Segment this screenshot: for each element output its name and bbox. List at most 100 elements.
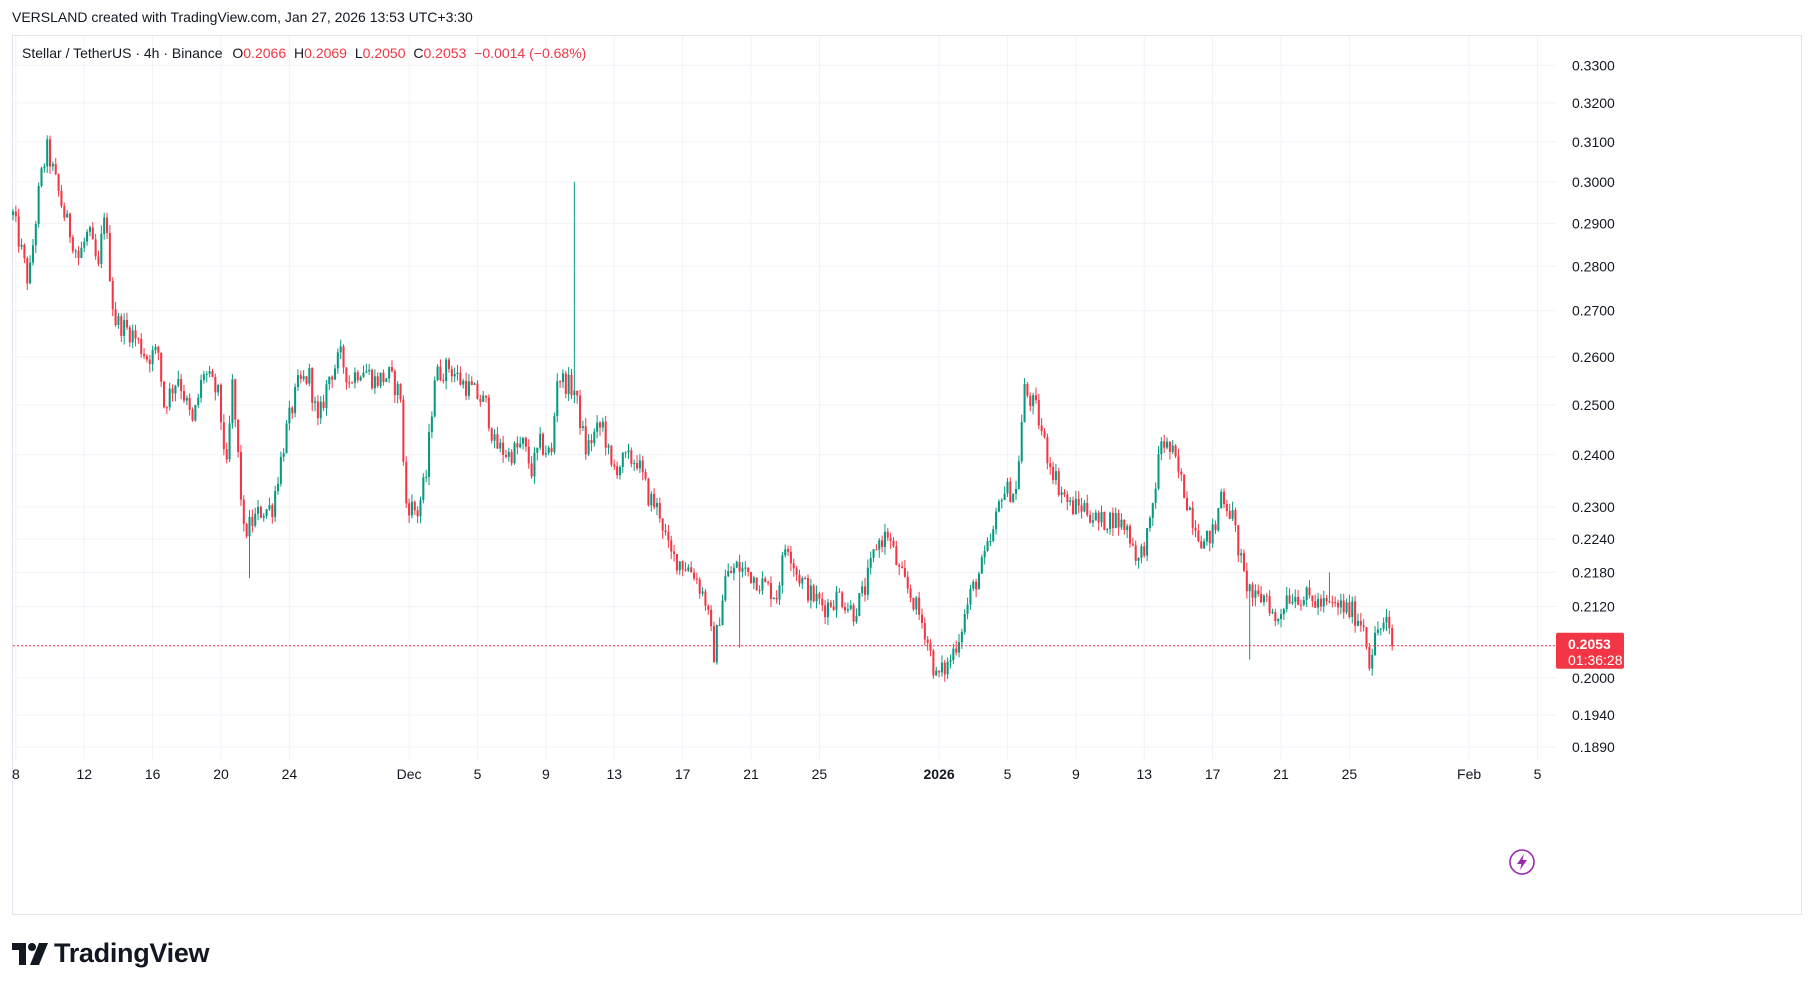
candle-body <box>938 670 941 673</box>
candle-body <box>761 578 764 591</box>
candle <box>718 617 721 626</box>
candle <box>274 485 277 522</box>
candle <box>425 469 428 483</box>
candle-body <box>610 445 613 465</box>
candle <box>111 277 114 317</box>
candle <box>1245 562 1248 599</box>
price-axis[interactable]: 0.3300 0.3200 0.3100 0.3000 0.2900 0.2800 0.27… <box>1572 57 1615 755</box>
candle <box>333 364 337 380</box>
time-tick-label: 13 <box>1136 766 1152 782</box>
candle <box>821 592 824 612</box>
candle <box>1282 607 1285 620</box>
candle <box>926 636 929 651</box>
candle <box>596 414 599 439</box>
candle-body <box>1345 602 1348 613</box>
candle-body <box>405 461 408 504</box>
candle <box>103 212 106 240</box>
candle-body <box>305 376 308 384</box>
candle <box>1348 594 1351 619</box>
candle <box>524 436 527 452</box>
candle-body <box>86 231 89 242</box>
candle <box>1029 392 1032 412</box>
candle-body <box>1049 463 1052 468</box>
candle-body <box>664 530 667 533</box>
time-tick-label: 12 <box>76 766 92 782</box>
candle-body <box>1012 493 1015 502</box>
candle <box>339 339 342 359</box>
price-tick-label: 0.2900 <box>1572 215 1615 231</box>
candle <box>929 639 932 657</box>
candle <box>861 580 864 597</box>
candle <box>1089 510 1092 524</box>
candle-body <box>1305 587 1308 601</box>
candle <box>100 225 103 269</box>
candle-body <box>14 211 17 217</box>
candle <box>396 381 399 404</box>
candle-body <box>949 660 952 662</box>
candle <box>838 588 841 593</box>
symbol-legend[interactable]: Stellar / TetherUS · 4h · Binance O0.206… <box>22 45 586 61</box>
candle-body <box>1194 527 1197 531</box>
candle-body <box>1020 421 1023 462</box>
candle <box>1074 490 1077 515</box>
candle <box>365 363 368 374</box>
candle-body <box>1240 553 1243 556</box>
candle-body <box>108 232 111 282</box>
candle <box>29 255 32 285</box>
candle <box>57 173 60 197</box>
candle-body <box>812 585 815 602</box>
candle <box>661 518 664 539</box>
candle <box>812 583 815 603</box>
candle <box>242 495 245 532</box>
candle-body <box>308 368 311 384</box>
candle-body <box>892 540 895 547</box>
candle <box>456 364 459 381</box>
lightning-bolt-icon[interactable] <box>1509 849 1535 875</box>
candle <box>348 375 351 389</box>
candle-body <box>239 451 242 500</box>
candle-body <box>1071 500 1075 515</box>
candle-body <box>143 353 146 357</box>
candle-body <box>727 571 730 577</box>
chart-frame[interactable] <box>12 35 1802 915</box>
candle-body <box>1208 530 1211 544</box>
candle <box>91 222 94 240</box>
candle <box>522 436 525 450</box>
candle-body <box>83 241 86 248</box>
candle-body <box>299 375 302 379</box>
candle-body <box>621 452 624 467</box>
candle <box>328 376 331 390</box>
candle-body <box>1003 493 1006 501</box>
candle-body <box>180 379 183 391</box>
candle-body <box>114 309 117 326</box>
candle-body <box>1314 601 1317 608</box>
candlestick-chart[interactable]: 0.3300 0.3200 0.3100 0.3000 0.2900 0.2800 0.27… <box>0 0 1814 930</box>
candle-body <box>997 501 1000 512</box>
time-tick-label: 5 <box>474 766 482 782</box>
candle <box>952 643 955 665</box>
candle <box>408 498 411 523</box>
candle <box>143 348 146 360</box>
candle-body <box>707 605 710 610</box>
candle-body <box>419 500 422 517</box>
candle <box>1066 491 1069 511</box>
candle <box>1023 378 1026 423</box>
candle <box>533 447 536 484</box>
candle-body <box>522 437 525 444</box>
candle-body <box>1339 600 1342 608</box>
tradingview-wordmark: TradingView <box>54 938 210 968</box>
candle <box>958 634 961 658</box>
candle-body <box>484 395 488 398</box>
candle-body <box>1146 528 1149 556</box>
candle-body <box>841 592 844 607</box>
price-tick-label: 0.1940 <box>1572 707 1615 723</box>
candle <box>1123 519 1126 535</box>
candle <box>1328 572 1331 604</box>
tradingview-logo[interactable]: TradingView <box>12 938 210 969</box>
candle <box>34 220 37 254</box>
candle-body <box>103 217 106 234</box>
candle <box>493 429 496 449</box>
time-axis[interactable]: 8 12 16 20 24 Dec 5 9 13 17 21 25 2026 5 9 13 17 21 25 Feb 5 <box>12 766 1542 782</box>
candle <box>185 395 188 406</box>
price-tick-label: 0.2240 <box>1572 531 1615 547</box>
